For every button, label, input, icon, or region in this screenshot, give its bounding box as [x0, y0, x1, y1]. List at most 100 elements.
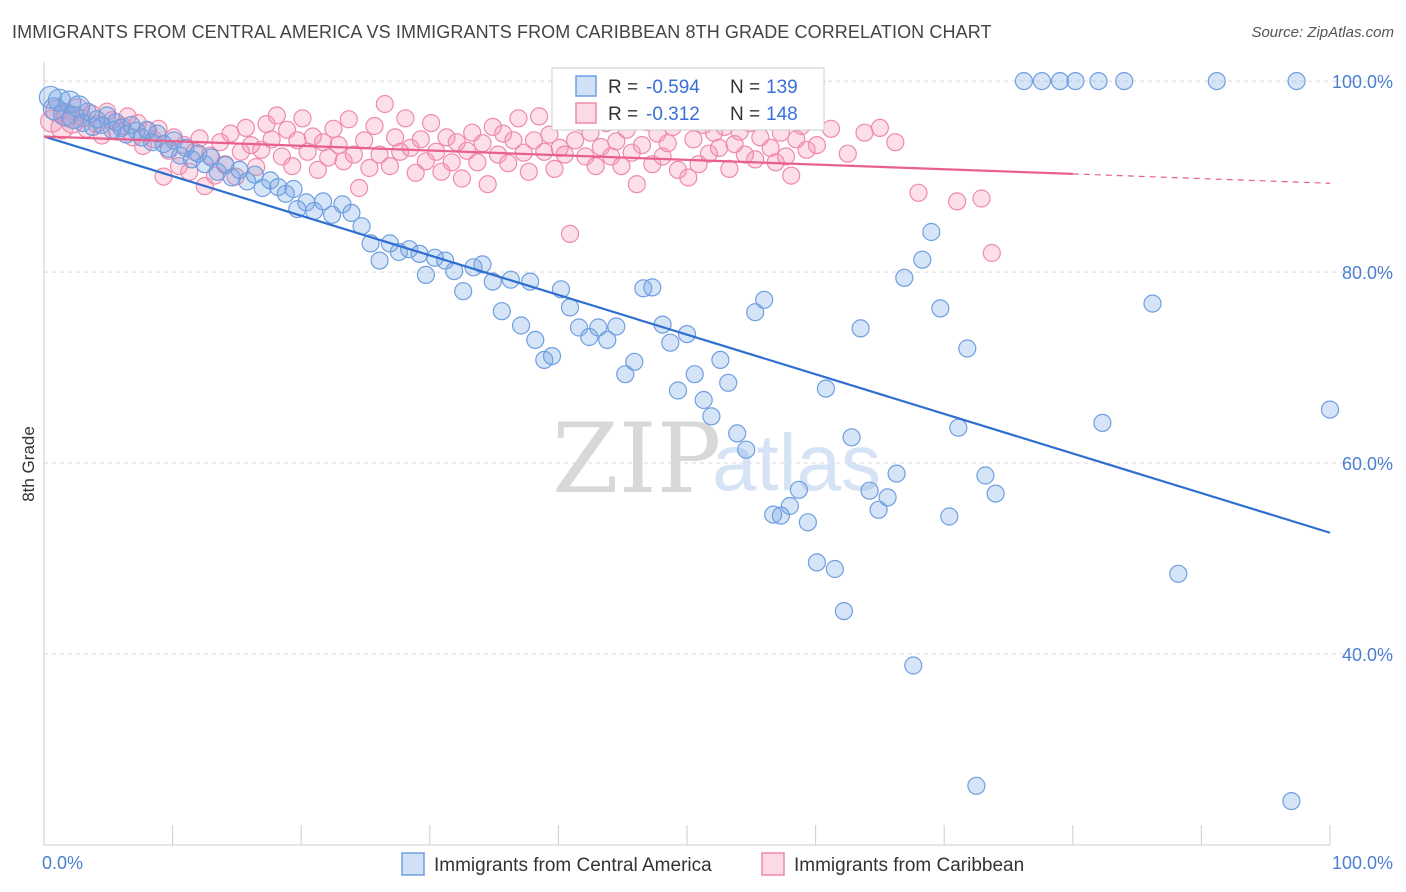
point-central-america-12 — [97, 106, 117, 125]
point-central-america-132 — [1282, 791, 1301, 811]
point-central-america-106 — [851, 319, 870, 338]
point-central-america-105 — [842, 428, 861, 447]
point-central-america-67 — [511, 316, 531, 335]
point-central-america-7 — [73, 113, 92, 133]
point-central-america-6 — [67, 95, 91, 119]
point-caribbean-65 — [375, 94, 394, 114]
point-central-america-91 — [719, 373, 738, 392]
point-central-america-11 — [92, 115, 112, 135]
point-caribbean-102 — [565, 131, 585, 150]
point-caribbean-49 — [293, 109, 312, 128]
point-caribbean-47 — [283, 157, 302, 176]
point-caribbean-157 — [972, 189, 991, 208]
point-central-america-103 — [825, 559, 845, 579]
y-tick-label-100: 100.0% — [1332, 72, 1393, 92]
point-caribbean-71 — [406, 163, 425, 182]
point-central-america-117 — [949, 418, 968, 437]
point-central-america-76 — [589, 318, 608, 337]
point-central-america-88 — [694, 390, 713, 410]
point-central-america-101 — [807, 553, 827, 572]
point-caribbean-84 — [473, 134, 492, 153]
point-caribbean-90 — [504, 131, 523, 150]
point-caribbean-156 — [982, 243, 1001, 263]
point-central-america-102 — [816, 379, 836, 398]
y-tick-label-60: 60.0% — [1342, 454, 1393, 474]
point-central-america-79 — [616, 365, 635, 384]
stats-swatch-blue — [575, 75, 597, 97]
point-central-america-64 — [483, 272, 502, 291]
point-caribbean-54 — [319, 148, 338, 167]
point-caribbean-51 — [303, 127, 322, 146]
point-central-america-127 — [1093, 413, 1112, 432]
point-central-america-94 — [746, 303, 765, 322]
point-caribbean-88 — [494, 124, 513, 143]
point-caribbean-44 — [267, 106, 286, 125]
point-caribbean-60 — [350, 178, 369, 198]
legend-label-central-america: Immigrants from Central America — [434, 855, 712, 876]
point-central-america-98 — [780, 496, 800, 516]
point-central-america-111 — [895, 268, 914, 287]
y-axis-title: 8th Grade — [19, 426, 38, 502]
point-central-america-108 — [869, 500, 888, 519]
point-central-america-124 — [1050, 71, 1070, 91]
point-caribbean-135 — [735, 145, 755, 164]
point-central-america-128 — [1115, 71, 1134, 91]
point-central-america-82 — [643, 278, 662, 297]
point-caribbean-72 — [411, 130, 430, 149]
point-caribbean-78 — [442, 153, 461, 172]
point-caribbean-96 — [535, 142, 554, 161]
point-central-america-78 — [607, 317, 626, 336]
point-caribbean-55 — [324, 119, 343, 138]
point-central-america-61 — [454, 282, 473, 301]
point-caribbean-89 — [499, 154, 518, 173]
point-caribbean-137 — [746, 150, 765, 169]
point-central-america-38 — [253, 178, 272, 198]
watermark: ZIP atlas — [552, 403, 881, 515]
point-caribbean-66 — [380, 157, 399, 176]
legend-label-caribbean: Immigrants from Caribbean — [794, 855, 1024, 876]
stats-n-value-blue: 139 — [766, 77, 798, 98]
point-caribbean-114 — [627, 175, 646, 194]
point-caribbean-58 — [339, 110, 358, 129]
point-central-america-104 — [834, 601, 854, 621]
point-central-america-46 — [314, 192, 333, 211]
axes — [43, 62, 1331, 846]
point-caribbean-52 — [308, 160, 327, 179]
point-caribbean-62 — [360, 158, 379, 178]
point-caribbean-151 — [855, 123, 874, 142]
point-caribbean-98 — [545, 159, 564, 178]
point-central-america-121 — [986, 484, 1005, 503]
point-central-america-107 — [860, 481, 879, 500]
point-caribbean-153 — [886, 133, 905, 152]
stats-r-value-pink: -0.312 — [646, 104, 700, 125]
grid-lines — [44, 80, 1392, 655]
point-central-america-134 — [1320, 400, 1340, 419]
point-caribbean-35 — [221, 124, 240, 143]
point-caribbean-150 — [838, 144, 857, 163]
point-central-america-113 — [913, 250, 932, 269]
point-central-america-3 — [52, 102, 77, 127]
legend-swatch-central-america — [401, 852, 425, 876]
point-caribbean-85 — [478, 175, 497, 194]
point-central-america-93 — [737, 440, 756, 459]
point-caribbean-74 — [422, 113, 441, 133]
point-caribbean-57 — [334, 152, 353, 171]
point-caribbean-69 — [396, 109, 415, 128]
point-central-america-122 — [1014, 71, 1034, 91]
point-central-america-63 — [473, 255, 492, 274]
point-caribbean-15 — [118, 107, 137, 126]
point-central-america-85 — [668, 381, 688, 400]
point-central-america-96 — [764, 505, 783, 524]
point-central-america-49 — [342, 203, 361, 222]
watermark-zip: ZIP — [552, 403, 721, 515]
point-caribbean-130 — [709, 138, 729, 157]
stats-r-value-blue: -0.594 — [646, 77, 700, 98]
point-central-america-22 — [148, 124, 167, 143]
watermark-atlas: atlas — [712, 418, 881, 507]
point-caribbean-120 — [658, 134, 677, 153]
point-caribbean-101 — [560, 224, 580, 243]
stats-n-label-blue: N = — [730, 77, 760, 98]
point-central-america-57 — [416, 265, 435, 284]
point-caribbean-140 — [761, 138, 780, 157]
